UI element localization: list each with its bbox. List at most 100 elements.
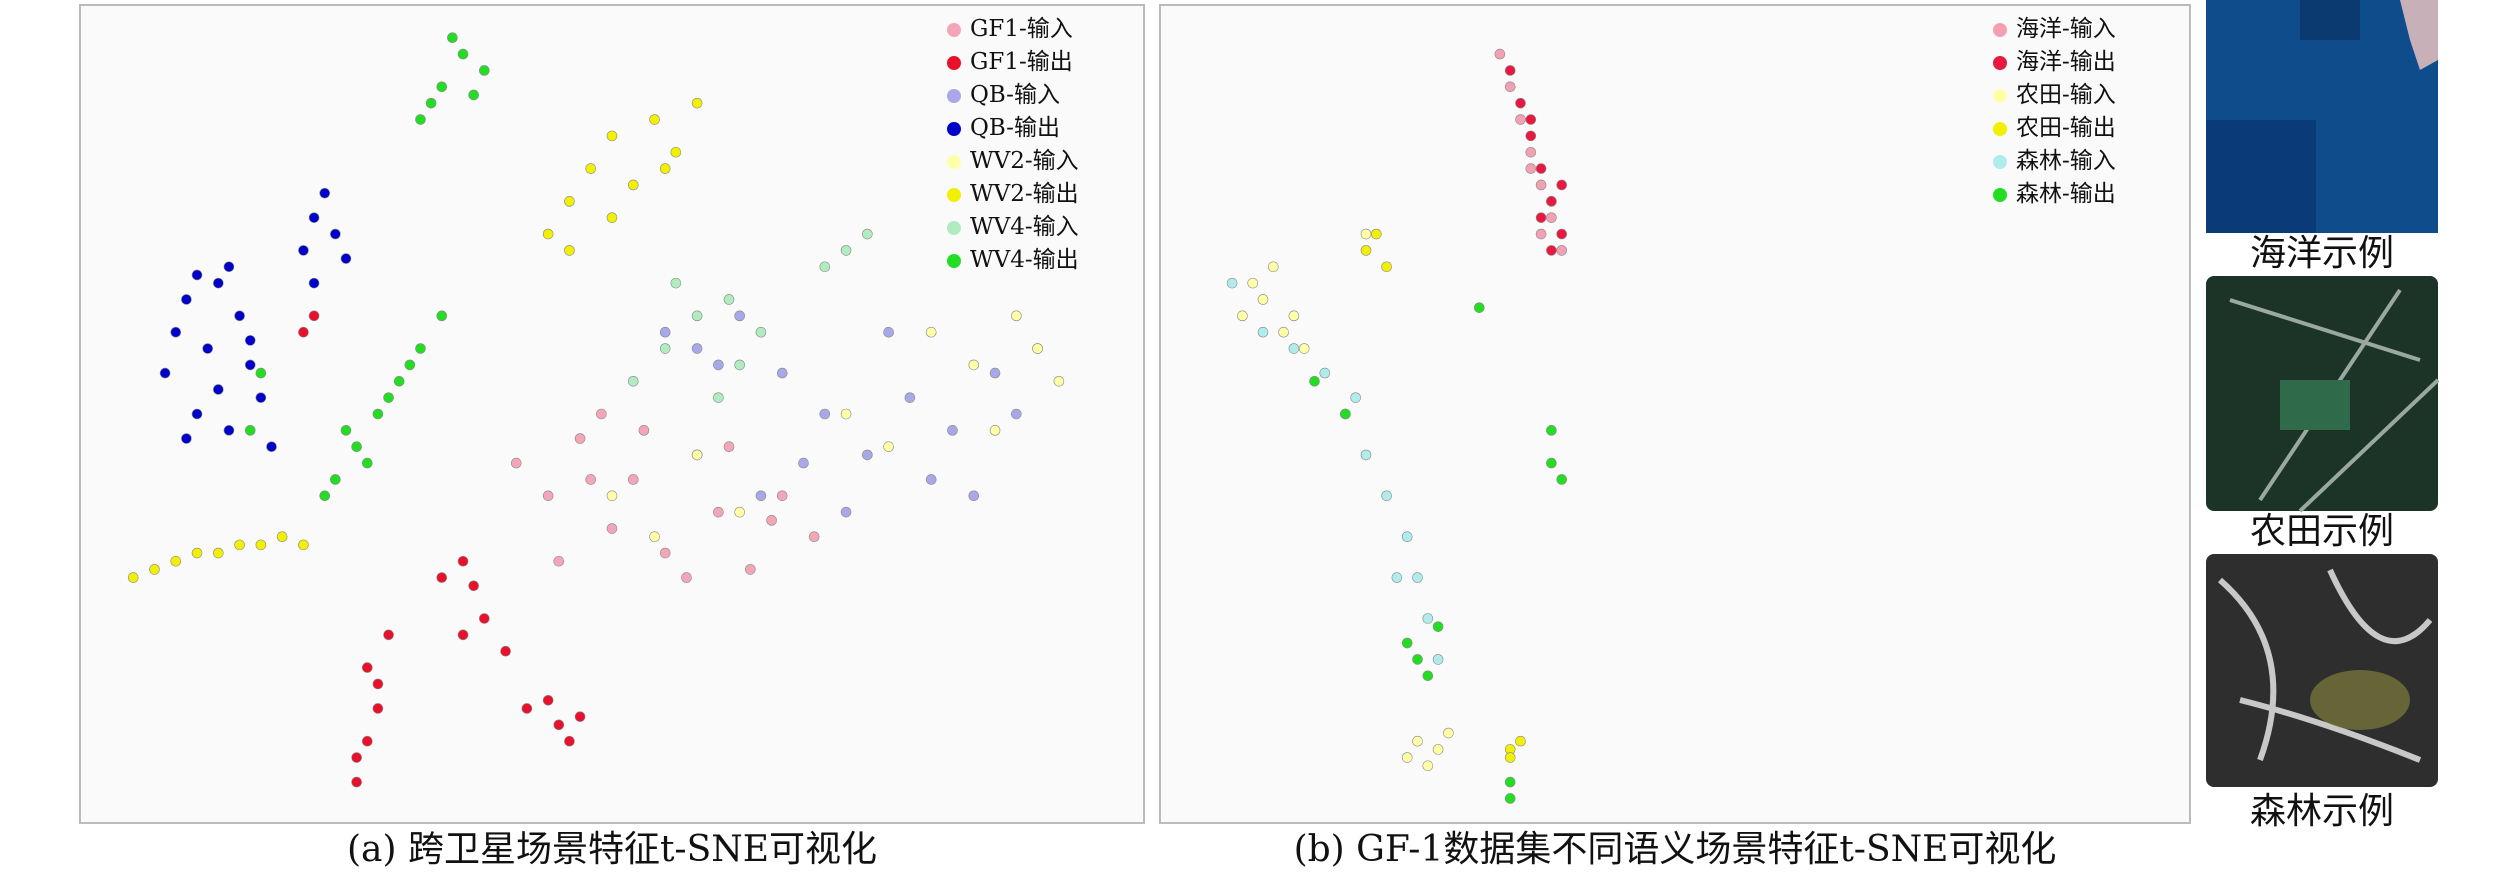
point [798, 457, 809, 469]
point [1360, 245, 1372, 256]
point [436, 81, 448, 93]
point [723, 294, 735, 305]
example-caption: 海洋示例 [2250, 233, 2394, 274]
point [542, 228, 554, 240]
point [659, 163, 671, 174]
point [659, 547, 671, 559]
example-images [2206, 0, 2440, 787]
point [1546, 457, 1557, 469]
point [840, 245, 852, 256]
point [1412, 654, 1423, 665]
point [691, 343, 703, 354]
point [1535, 163, 1547, 174]
point [255, 367, 267, 379]
point [234, 310, 245, 322]
point [170, 555, 182, 567]
point [1515, 735, 1526, 747]
legend-label: 海洋-输出 [2016, 49, 2116, 75]
legend-marker [947, 89, 961, 103]
point [649, 531, 660, 543]
point [1443, 727, 1454, 739]
point [1011, 310, 1022, 322]
caption: (b) GF-1数据集不同语义场景特征t-SNE可视化 [1294, 829, 2057, 870]
point [564, 735, 575, 747]
point [244, 425, 256, 436]
point [713, 359, 724, 371]
point [1350, 392, 1361, 403]
point [1360, 228, 1372, 240]
point [1525, 114, 1537, 125]
point [734, 310, 745, 322]
point [1535, 212, 1547, 223]
point [1257, 294, 1269, 305]
point [1504, 81, 1516, 93]
point [223, 425, 235, 436]
point [234, 539, 245, 551]
point [1494, 48, 1506, 60]
point [298, 245, 309, 256]
point [1546, 196, 1557, 207]
legend-label: QB-输出 [970, 115, 1060, 141]
point [457, 555, 469, 567]
caption: (a) 跨卫星场景特征t-SNE可视化 [347, 829, 877, 870]
legend-label: QB-输入 [970, 82, 1060, 108]
point [404, 359, 416, 371]
point [372, 408, 384, 420]
point [1412, 735, 1423, 747]
point [383, 629, 394, 641]
point [127, 572, 139, 583]
point [468, 89, 479, 101]
point [947, 425, 958, 436]
point [308, 212, 320, 223]
point [883, 326, 894, 338]
legend-label: WV2-输入 [970, 148, 1079, 174]
point [596, 408, 607, 420]
point [745, 564, 756, 575]
point [1401, 752, 1413, 763]
point [361, 457, 373, 469]
point [159, 367, 171, 379]
point [766, 515, 777, 526]
point [351, 776, 362, 788]
point [1432, 744, 1444, 755]
point [1556, 245, 1567, 256]
point [330, 474, 341, 485]
legend-marker [1993, 56, 2007, 70]
legend-marker [1993, 23, 2007, 37]
point [1401, 637, 1413, 649]
point [255, 539, 267, 551]
point [1504, 776, 1516, 788]
point [564, 196, 575, 207]
point [521, 703, 533, 714]
point [1535, 228, 1547, 240]
point [1288, 310, 1300, 322]
point [606, 523, 618, 534]
point [1247, 277, 1258, 289]
point [1381, 261, 1392, 273]
point [319, 490, 331, 502]
point [191, 269, 203, 281]
point [415, 343, 426, 354]
point [1401, 531, 1413, 543]
forest-texture [2218, 568, 2433, 763]
point [1381, 490, 1392, 502]
point [681, 572, 692, 583]
point [606, 490, 618, 502]
point [457, 629, 469, 641]
legend-marker [1993, 89, 2007, 103]
point [1474, 302, 1485, 313]
point [1515, 114, 1526, 125]
point [298, 539, 309, 551]
point [1432, 621, 1444, 632]
point [1556, 474, 1567, 485]
point [181, 433, 192, 444]
point [1319, 367, 1331, 379]
plot-frame [79, 4, 1145, 824]
point [925, 474, 937, 485]
point [479, 65, 490, 76]
point [1546, 212, 1557, 223]
point [1556, 179, 1567, 191]
point [181, 294, 192, 305]
point [1432, 654, 1444, 665]
